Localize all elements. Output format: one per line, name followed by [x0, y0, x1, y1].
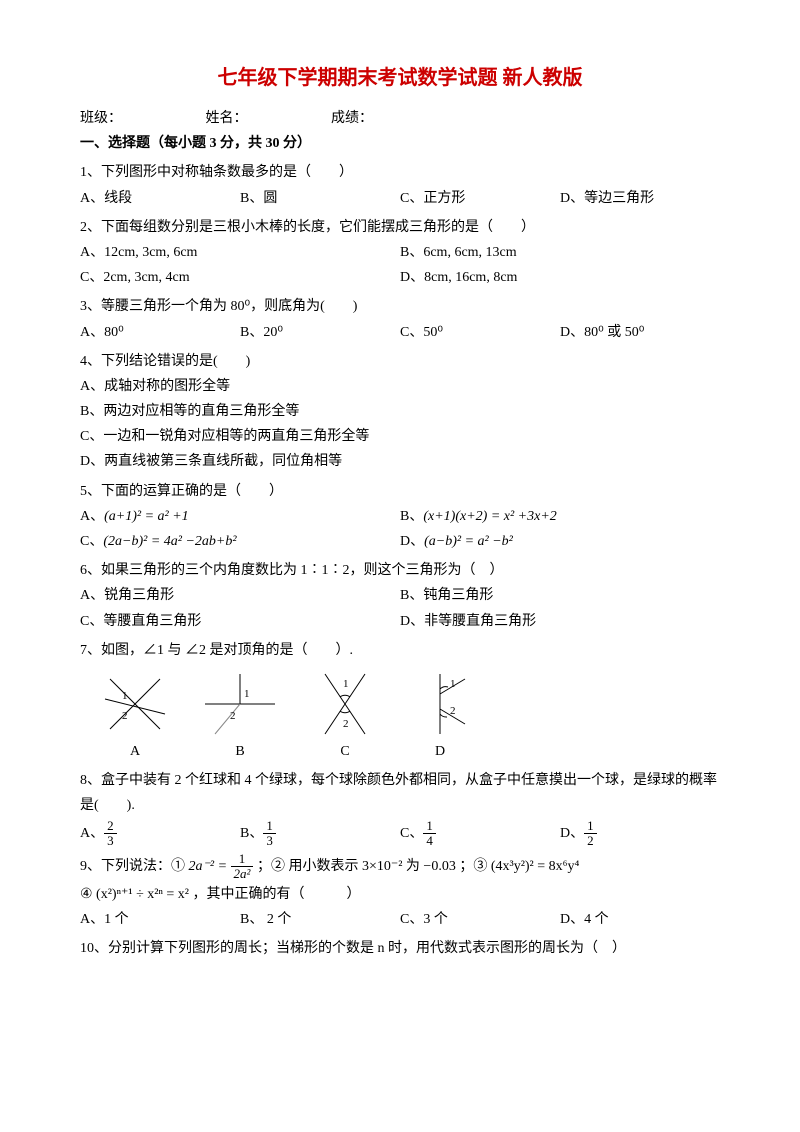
option-b: B、 2 个	[240, 907, 400, 932]
question-stem: 2、下面每组数分别是三根小木棒的长度，它们能摆成三角形的是（ ）	[80, 215, 720, 240]
diagram-b: 1 2 B	[200, 669, 280, 764]
option-b: B、20⁰	[240, 320, 400, 345]
question-options: A、锐角三角形 B、钝角三角形 C、等腰直角三角形 D、非等腰直角三角形	[80, 583, 720, 633]
question-2: 2、下面每组数分别是三根小木棒的长度，它们能摆成三角形的是（ ） A、12cm,…	[80, 215, 720, 291]
name-label: 姓名：	[206, 111, 248, 126]
diagram-row: 1 2 A 1 2 B 1 2 C	[100, 669, 720, 764]
question-stem: 8、盒子中装有 2 个红球和 4 个绿球，每个球除颜色外都相同，从盒子中任意摸出…	[80, 768, 720, 818]
class-label: 班级：	[80, 111, 122, 126]
svg-text:2: 2	[230, 710, 236, 722]
svg-text:1: 1	[244, 688, 250, 700]
option-b: B、钝角三角形	[400, 583, 720, 608]
diagram-c: 1 2 C	[310, 669, 380, 764]
option-c: C、(2a−b)² = 4a² −2ab+b²	[80, 529, 400, 554]
option-d: D、两直线被第三条直线所截，同位角相等	[80, 449, 720, 474]
angle-diagram-icon: 1 2	[200, 669, 280, 739]
option-a: A、成轴对称的图形全等	[80, 374, 720, 399]
option-d: D、12	[560, 819, 720, 849]
student-info-line: 班级： 姓名： 成绩：	[80, 106, 720, 131]
question-options: A、1 个 B、 2 个 C、3 个 D、4 个	[80, 907, 720, 932]
svg-text:2: 2	[122, 710, 128, 722]
option-b: B、(x+1)(x+2) = x² +3x+2	[400, 504, 720, 529]
question-stem: 6、如果三角形的三个内角度数比为 1∶1∶2，则这个三角形为（ ）	[80, 558, 720, 583]
option-d: D、等边三角形	[560, 186, 720, 211]
diagram-label: B	[200, 739, 280, 764]
option-c: C、一边和一锐角对应相等的两直角三角形全等	[80, 424, 720, 449]
question-6: 6、如果三角形的三个内角度数比为 1∶1∶2，则这个三角形为（ ） A、锐角三角…	[80, 558, 720, 634]
diagram-label: A	[100, 739, 170, 764]
question-options: A、23 B、13 C、14 D、12	[80, 819, 720, 849]
question-stem: 1、下列图形中对称轴条数最多的是（ ）	[80, 160, 720, 185]
option-a: A、(a+1)² = a² +1	[80, 504, 400, 529]
question-5: 5、下面的运算正确的是（ ） A、(a+1)² = a² +1 B、(x+1)(…	[80, 479, 720, 555]
option-a: A、12cm, 3cm, 6cm	[80, 240, 400, 265]
question-1: 1、下列图形中对称轴条数最多的是（ ） A、线段 B、圆 C、正方形 D、等边三…	[80, 160, 720, 210]
option-c: C、14	[400, 819, 560, 849]
section-1-header: 一、选择题（每小题 3 分，共 30 分）	[80, 131, 720, 156]
option-a: A、1 个	[80, 907, 240, 932]
option-d: D、80⁰ 或 50⁰	[560, 320, 720, 345]
option-a: A、线段	[80, 186, 240, 211]
svg-text:1: 1	[450, 678, 456, 690]
option-a: A、23	[80, 819, 240, 849]
question-stem: 5、下面的运算正确的是（ ）	[80, 479, 720, 504]
option-b: B、6cm, 6cm, 13cm	[400, 240, 720, 265]
diagram-d: 1 2 D	[410, 669, 470, 764]
option-b: B、圆	[240, 186, 400, 211]
question-stem-line1: 9、下列说法：① 2a⁻² = 12a² ；② 用小数表示 3×10⁻² 为 −…	[80, 852, 720, 882]
diagram-label: C	[310, 739, 380, 764]
option-c: C、正方形	[400, 186, 560, 211]
score-label: 成绩：	[331, 111, 373, 126]
option-d: D、非等腰直角三角形	[400, 609, 720, 634]
option-b: B、两边对应相等的直角三角形全等	[80, 399, 720, 424]
svg-text:2: 2	[343, 718, 349, 730]
option-c: C、2cm, 3cm, 4cm	[80, 265, 400, 290]
option-c: C、3 个	[400, 907, 560, 932]
angle-diagram-icon: 1 2	[410, 669, 470, 739]
question-stem: 10、分别计算下列图形的周长；当梯形的个数是 n 时，用代数式表示图形的周长为（…	[80, 936, 720, 961]
option-b: B、13	[240, 819, 400, 849]
option-d: D、8cm, 16cm, 8cm	[400, 265, 720, 290]
question-7: 7、如图，∠1 与 ∠2 是对顶角的是（ ）. 1 2 A 1 2 B	[80, 638, 720, 764]
svg-text:1: 1	[343, 678, 349, 690]
svg-text:2: 2	[450, 705, 456, 717]
question-stem: 7、如图，∠1 与 ∠2 是对顶角的是（ ）.	[80, 638, 720, 663]
question-4: 4、下列结论错误的是( ) A、成轴对称的图形全等 B、两边对应相等的直角三角形…	[80, 349, 720, 475]
svg-text:1: 1	[122, 690, 128, 702]
question-options: A、(a+1)² = a² +1 B、(x+1)(x+2) = x² +3x+2…	[80, 504, 720, 554]
angle-diagram-icon: 1 2	[310, 669, 380, 739]
question-10: 10、分别计算下列图形的周长；当梯形的个数是 n 时，用代数式表示图形的周长为（…	[80, 936, 720, 961]
question-8: 8、盒子中装有 2 个红球和 4 个绿球，每个球除颜色外都相同，从盒子中任意摸出…	[80, 768, 720, 848]
option-d: D、(a−b)² = a² −b²	[400, 529, 720, 554]
question-3: 3、等腰三角形一个角为 80⁰，则底角为( ) A、80⁰ B、20⁰ C、50…	[80, 294, 720, 344]
option-c: C、50⁰	[400, 320, 560, 345]
diagram-label: D	[410, 739, 470, 764]
option-a: A、80⁰	[80, 320, 240, 345]
diagram-a: 1 2 A	[100, 669, 170, 764]
angle-diagram-icon: 1 2	[100, 669, 170, 739]
option-d: D、4 个	[560, 907, 720, 932]
question-options: A、12cm, 3cm, 6cm B、6cm, 6cm, 13cm C、2cm,…	[80, 240, 720, 290]
question-stem: 3、等腰三角形一个角为 80⁰，则底角为( )	[80, 294, 720, 319]
question-stem-line2: ④ (x²)ⁿ⁺¹ ÷ x²ⁿ = x² ，其中正确的有（ ）	[80, 882, 720, 907]
option-a: A、锐角三角形	[80, 583, 400, 608]
option-c: C、等腰直角三角形	[80, 609, 400, 634]
question-stem: 4、下列结论错误的是( )	[80, 349, 720, 374]
question-options: A、80⁰ B、20⁰ C、50⁰ D、80⁰ 或 50⁰	[80, 320, 720, 345]
page-title: 七年级下学期期末考试数学试题 新人教版	[80, 60, 720, 96]
question-options: A、线段 B、圆 C、正方形 D、等边三角形	[80, 186, 720, 211]
question-9: 9、下列说法：① 2a⁻² = 12a² ；② 用小数表示 3×10⁻² 为 −…	[80, 852, 720, 932]
